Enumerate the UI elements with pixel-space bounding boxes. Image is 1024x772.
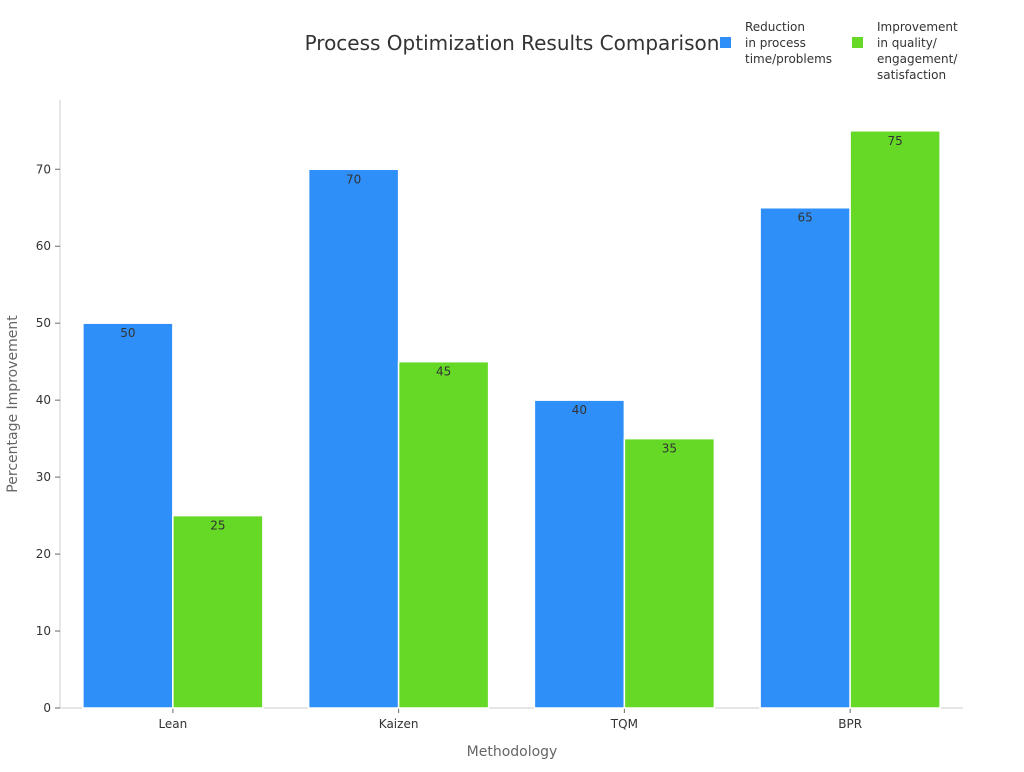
y-tick-label: 70 bbox=[36, 162, 51, 176]
bar-lean-series-1[interactable] bbox=[82, 322, 174, 709]
y-tick-label: 50 bbox=[36, 316, 51, 330]
legend-item-1[interactable]: Reduction in process time/problems bbox=[720, 20, 832, 66]
legend-swatch bbox=[852, 37, 863, 48]
x-tick-label: Lean bbox=[158, 717, 187, 731]
y-axis-title: Percentage Improvement bbox=[5, 315, 21, 493]
data-label: 25 bbox=[210, 519, 225, 533]
bar-tqm-series-1[interactable] bbox=[533, 399, 626, 709]
data-label: 70 bbox=[346, 172, 361, 186]
data-labels-group: 50 25 70 45 40 35 65 75 bbox=[120, 134, 903, 533]
legend-swatch bbox=[720, 37, 731, 48]
data-label: 65 bbox=[797, 211, 812, 225]
y-tick-label: 60 bbox=[36, 239, 51, 253]
y-tick-label: 10 bbox=[36, 624, 51, 638]
bar-bpr-series-1[interactable] bbox=[759, 206, 851, 709]
chart-title: Process Optimization Results Comparison bbox=[305, 31, 720, 55]
x-axis-title: Methodology bbox=[467, 744, 558, 760]
bar-tqm-series-2[interactable] bbox=[623, 437, 716, 709]
y-tick-label: 20 bbox=[36, 547, 51, 561]
bar-lean-series-2[interactable] bbox=[172, 514, 264, 709]
y-tick-label: 40 bbox=[36, 393, 51, 407]
data-label: 35 bbox=[662, 442, 677, 456]
legend-label: Reduction in process time/problems bbox=[745, 20, 832, 66]
data-label: 50 bbox=[120, 326, 135, 340]
bars-group bbox=[82, 130, 941, 709]
legend[interactable]: Reduction in process time/problems Improvem… bbox=[720, 20, 958, 82]
x-tick-label: Kaizen bbox=[379, 717, 419, 731]
bar-bpr-series-2[interactable] bbox=[849, 130, 941, 709]
legend-item-2[interactable]: Improvement in quality/engagement/satisfa… bbox=[852, 20, 958, 82]
data-label: 75 bbox=[887, 134, 902, 148]
data-label: 40 bbox=[572, 403, 587, 417]
bar-kaizen-series-1[interactable] bbox=[307, 168, 400, 709]
y-tick-label: 30 bbox=[36, 470, 51, 484]
y-tick-label: 0 bbox=[43, 701, 51, 715]
data-label: 45 bbox=[436, 365, 451, 379]
bar-kaizen-series-2[interactable] bbox=[397, 360, 490, 709]
x-tick-label: TQM bbox=[610, 717, 638, 731]
x-tick-label: BPR bbox=[838, 717, 862, 731]
legend-label: Improvement in quality/engagement/satisfa… bbox=[877, 20, 958, 82]
